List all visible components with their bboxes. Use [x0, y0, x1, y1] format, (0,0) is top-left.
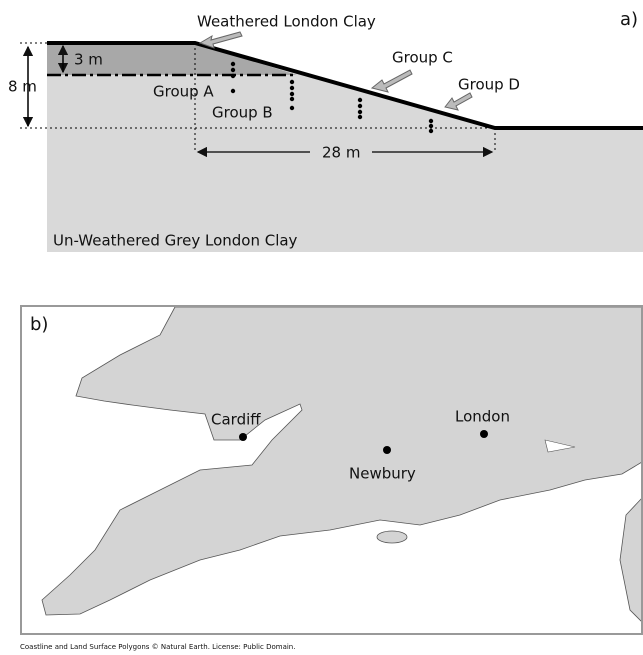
city-dot: [239, 433, 247, 441]
city-label: Newbury: [349, 465, 416, 483]
city-dot: [480, 430, 488, 438]
dim-label: 8 m: [8, 78, 37, 96]
panel-tag: a): [620, 9, 638, 30]
panel-tag: b): [30, 314, 48, 335]
group-label: Group D: [458, 76, 520, 94]
layer-label: Weathered London Clay: [197, 13, 376, 31]
map: b) Cardiff London Newbury: [21, 306, 642, 634]
city-label: London: [455, 408, 510, 426]
dim-label: 3 m: [74, 51, 103, 69]
figure: Weathered London Clay a) 3 m 8 m 28 m Gr…: [0, 0, 643, 655]
group-label: Group C: [392, 49, 453, 67]
dim-label: 28 m: [322, 144, 360, 162]
group-label: Group B: [212, 104, 273, 122]
city-label: Cardiff: [211, 411, 261, 429]
island: [377, 531, 407, 543]
city-dot: [383, 446, 391, 454]
cross-section: Weathered London Clay a) 3 m 8 m 28 m Gr…: [8, 9, 643, 252]
group-label: Group A: [153, 83, 214, 101]
caption: Coastline and Land Surface Polygons © Na…: [20, 643, 295, 651]
base-label: Un-Weathered Grey London Clay: [53, 232, 298, 250]
